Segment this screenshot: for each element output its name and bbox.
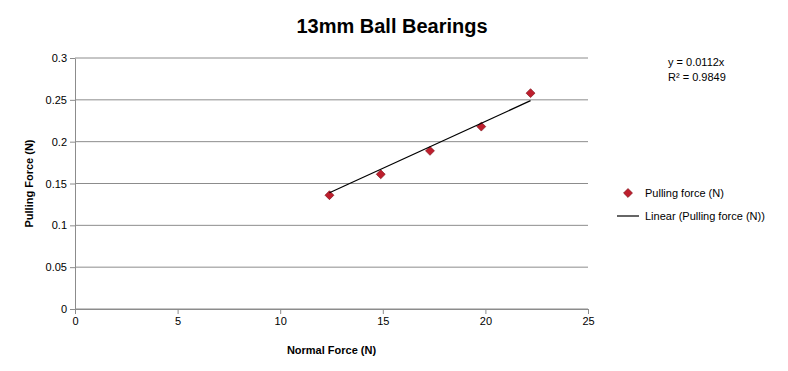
y-tick: 0 xyxy=(61,303,75,315)
x-tick: 20 xyxy=(480,309,492,327)
y-tick-label: 0.15 xyxy=(46,178,67,190)
grid-line xyxy=(75,141,588,142)
x-tick-mark xyxy=(178,309,179,314)
grid-line xyxy=(75,267,588,268)
x-tick: 0 xyxy=(72,309,78,327)
x-tick-label: 25 xyxy=(582,315,594,327)
y-axis-title: Pulling Force (N) xyxy=(23,139,35,227)
title: 13mm Ball Bearings xyxy=(296,15,487,37)
annotation: y = 0.0112x xyxy=(668,56,725,68)
x-tick-label: 20 xyxy=(480,315,492,327)
y-tick-label: 0.2 xyxy=(52,136,67,148)
x-tick-label: 15 xyxy=(377,315,389,327)
annotation: R² = 0.9849 xyxy=(668,71,726,83)
x-tick: 5 xyxy=(175,309,181,327)
legend: Pulling force (N) Linear (Pulling force (… xyxy=(617,187,765,222)
y-tick: 0.2 xyxy=(52,136,75,148)
y-tick-mark xyxy=(70,267,75,268)
y-tick: 0.05 xyxy=(46,261,75,273)
y-tick-label: 0.25 xyxy=(46,94,67,106)
trend-line xyxy=(329,101,530,193)
grid xyxy=(75,58,588,309)
y-axis: 0 0.05 0.1 0.15 0.2 0.25 0.3 xyxy=(46,52,76,315)
y-tick-label: 0.1 xyxy=(52,219,67,231)
x-tick-mark xyxy=(485,309,486,314)
legend-symbol xyxy=(624,189,633,198)
y-tick-mark xyxy=(70,225,75,226)
y-tick-mark xyxy=(70,184,75,185)
x-tick: 25 xyxy=(582,309,594,327)
grid-line xyxy=(75,309,588,310)
y-tick: 0.1 xyxy=(52,219,75,231)
x-tick-mark xyxy=(588,309,589,314)
x-axis-title: Normal Force (N) xyxy=(287,344,377,356)
x-tick: 15 xyxy=(377,309,389,327)
y-tick: 0.25 xyxy=(46,94,75,106)
x-tick-mark xyxy=(383,309,384,314)
point xyxy=(526,89,535,98)
y-tick-mark xyxy=(70,142,75,143)
grid-line xyxy=(75,183,588,184)
y-tick: 0.3 xyxy=(52,52,75,64)
y-tick: 0.15 xyxy=(46,178,75,190)
x-tick-label: 10 xyxy=(275,315,287,327)
legend-symbol xyxy=(617,215,639,216)
x-tick-label: 0 xyxy=(72,315,78,327)
x-tick-mark xyxy=(75,309,76,314)
legend-label: Linear (Pulling force (N)) xyxy=(645,210,765,222)
y-axis-line xyxy=(75,59,76,310)
y-tick-mark xyxy=(70,100,75,101)
x-tick-label: 5 xyxy=(175,315,181,327)
x-axis: 0 5 10 15 20 25 xyxy=(72,309,594,327)
chart: 0 5 10 15 20 25 0 0.05 0.1 0.15 0.2 0.25 0.3 13mm Bal… xyxy=(0,0,788,371)
y-tick-mark xyxy=(70,309,75,310)
legend-label: Pulling force (N) xyxy=(645,187,724,199)
x-tick: 10 xyxy=(275,309,287,327)
y-tick-label: 0.3 xyxy=(52,52,67,64)
y-tick-label: 0 xyxy=(61,303,67,315)
x-tick-mark xyxy=(280,309,281,314)
x-axis-line xyxy=(76,309,589,310)
grid-line xyxy=(75,58,588,59)
y-tick-label: 0.05 xyxy=(46,261,67,273)
grid-line xyxy=(75,99,588,100)
plot-area xyxy=(325,89,535,200)
y-tick-mark xyxy=(70,58,75,59)
grid-line xyxy=(75,225,588,226)
